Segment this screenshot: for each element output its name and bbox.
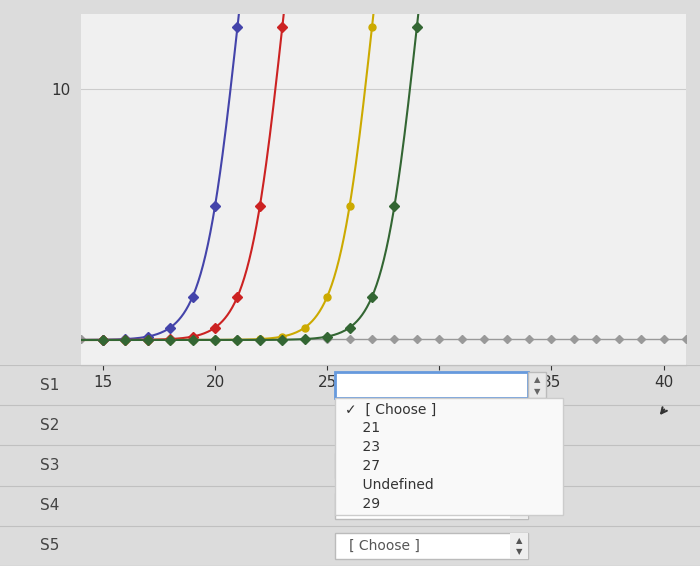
Text: ▲: ▲ [533, 415, 540, 424]
FancyBboxPatch shape [335, 493, 528, 518]
Text: Undefined: Undefined [345, 478, 434, 492]
Text: ▼: ▼ [533, 427, 540, 436]
Text: ▲: ▲ [516, 455, 522, 464]
Text: [ Choose ]: [ Choose ] [349, 539, 420, 553]
Text: ▼: ▼ [533, 387, 540, 396]
Text: ▼: ▼ [516, 467, 522, 476]
FancyBboxPatch shape [528, 413, 546, 438]
Text: 27: 27 [345, 459, 380, 473]
Text: ✓  [ Choose ]: ✓ [ Choose ] [345, 402, 436, 417]
Text: ▲: ▲ [516, 495, 522, 504]
FancyBboxPatch shape [335, 533, 528, 559]
Text: S3: S3 [41, 458, 60, 473]
Text: S1: S1 [41, 378, 60, 393]
FancyBboxPatch shape [510, 453, 528, 478]
Text: ▲: ▲ [533, 375, 540, 384]
Text: [ Choose ]: [ Choose ] [349, 499, 420, 513]
Text: ▼: ▼ [516, 547, 522, 556]
Text: 23: 23 [345, 440, 380, 454]
FancyBboxPatch shape [510, 493, 528, 518]
Text: [ Choose ]: [ Choose ] [349, 458, 420, 473]
Text: S2: S2 [41, 418, 60, 433]
FancyBboxPatch shape [510, 533, 528, 559]
X-axis label: Cycles: Cycles [354, 398, 412, 416]
Text: 21: 21 [345, 422, 380, 435]
Text: 29: 29 [345, 497, 380, 511]
Text: ▲: ▲ [516, 535, 522, 544]
FancyBboxPatch shape [528, 372, 546, 398]
FancyBboxPatch shape [335, 372, 528, 398]
FancyBboxPatch shape [335, 453, 528, 478]
Text: ▼: ▼ [516, 507, 522, 516]
Text: S5: S5 [41, 538, 60, 554]
Text: S4: S4 [41, 498, 60, 513]
FancyBboxPatch shape [335, 398, 563, 516]
